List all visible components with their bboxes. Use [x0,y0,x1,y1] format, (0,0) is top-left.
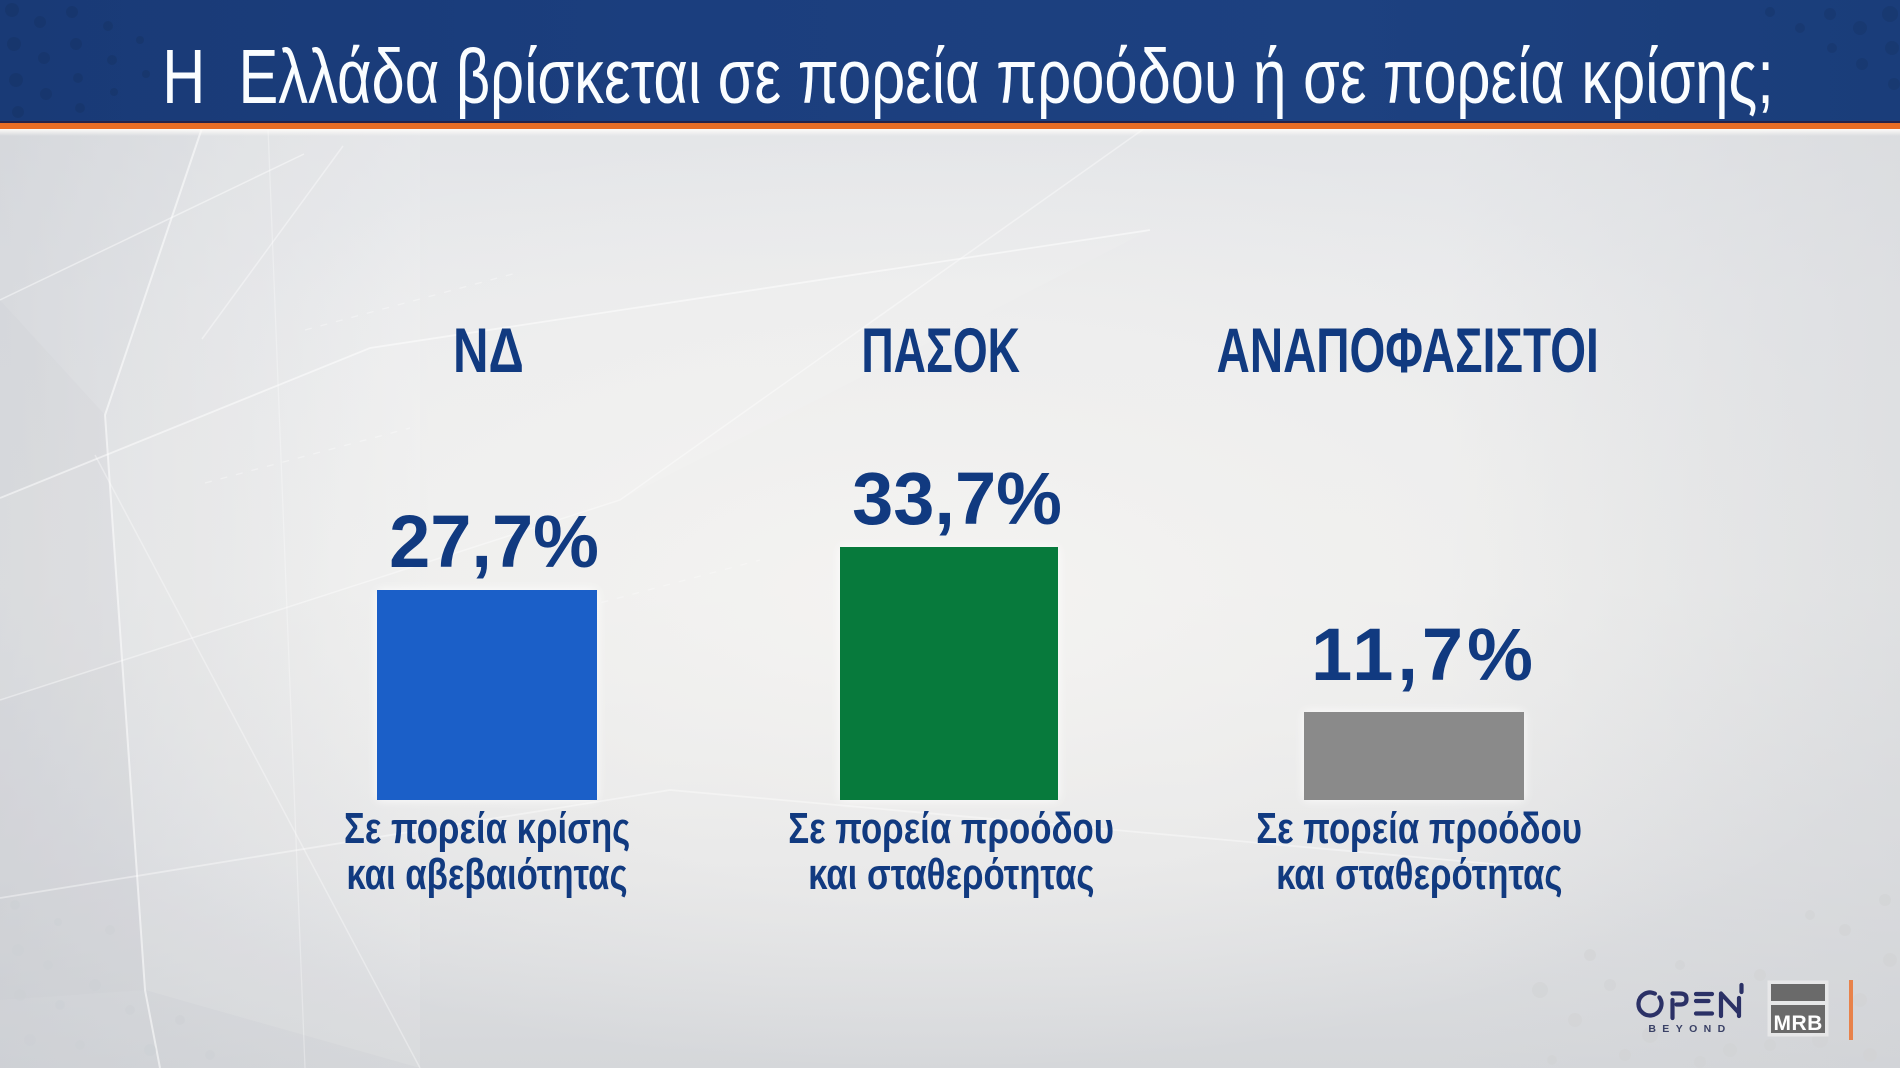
svg-text:BEYOND: BEYOND [1648,1023,1731,1035]
svg-text:MRB: MRB [1774,1012,1823,1035]
